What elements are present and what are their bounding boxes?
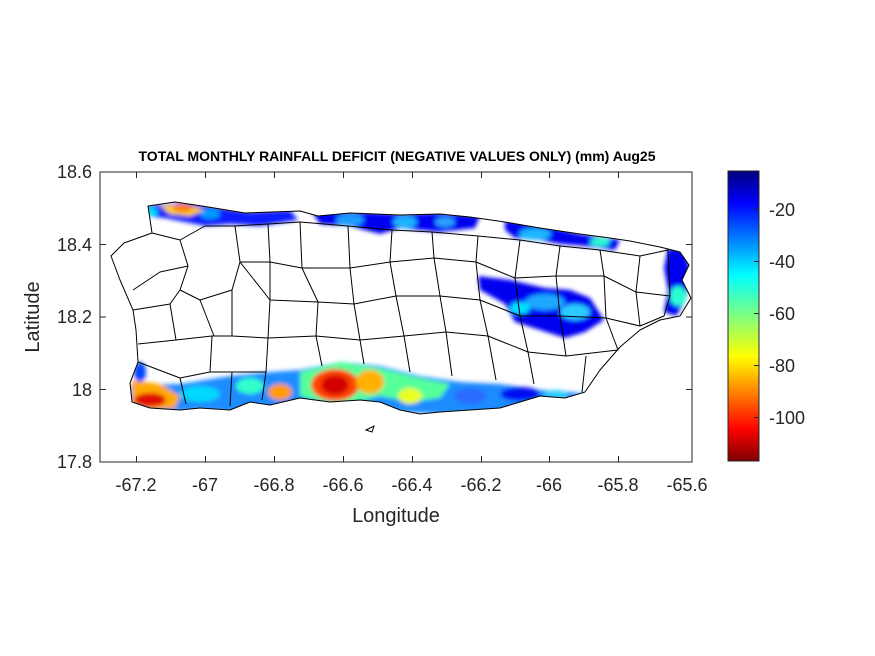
y-tick-label-18: 18 — [72, 380, 92, 400]
y-axis: 18.6 18.4 18.2 18 17.8 — [57, 162, 692, 472]
x-tick-label--66.4: -66.4 — [391, 475, 432, 495]
x-tick-label--66.6: -66.6 — [322, 475, 363, 495]
small-island-caja-de-muertos — [364, 425, 375, 433]
colorbar-tick-label--80: -80 — [769, 356, 795, 376]
deficit-layer — [130, 202, 690, 414]
x-tick-label--65.8: -65.8 — [597, 475, 638, 495]
x-tick-label--66.8: -66.8 — [253, 475, 294, 495]
map-title: TOTAL MONTHLY RAINFALL DEFICIT (NEGATIVE… — [139, 148, 656, 164]
y-tick-label-18.2: 18.2 — [57, 307, 92, 327]
x-tick-label--67.2: -67.2 — [115, 475, 156, 495]
y-tick-label-18.4: 18.4 — [57, 235, 92, 255]
x-tick-label--66: -66 — [536, 475, 562, 495]
colorbar-tick-label--20: -20 — [769, 200, 795, 220]
x-axis: -67.2 -67 -66.8 -66.6 -66.4 -66.2 -66 -6… — [115, 172, 708, 495]
colorbar-tick-label--100: -100 — [769, 408, 805, 428]
colorbar-tick-label--60: -60 — [769, 304, 795, 324]
colorbar-tick-label--40: -40 — [769, 252, 795, 272]
municipality-boundaries — [110, 201, 692, 415]
y-tick-label-17.8: 17.8 — [57, 452, 92, 472]
y-tick-label-18.6: 18.6 — [57, 162, 92, 182]
colorbar: -20 -40 -60 -80 -100 — [727, 170, 805, 462]
y-axis-label: Latitude — [22, 281, 44, 352]
colorbar-gradient — [727, 170, 760, 462]
x-tick-label--66.2: -66.2 — [460, 475, 501, 495]
island-outline — [110, 201, 692, 415]
x-axis-label: Longitude — [352, 505, 440, 527]
x-tick-label--67: -67 — [192, 475, 218, 495]
x-tick-label--65.6: -65.6 — [666, 475, 707, 495]
